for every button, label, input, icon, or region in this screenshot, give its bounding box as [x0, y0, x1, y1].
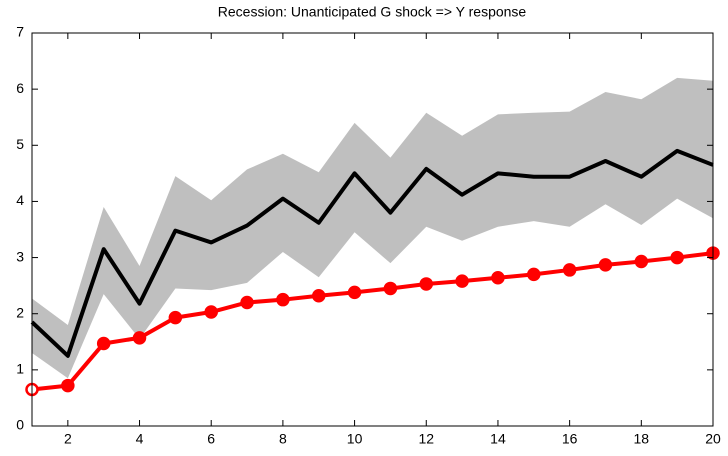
marker [491, 271, 505, 285]
marker [311, 288, 326, 303]
x-tick-label: 14 [490, 431, 506, 447]
y-tick-label: 4 [16, 192, 24, 208]
marker [132, 331, 147, 345]
marker [240, 295, 254, 310]
x-tick-label: 8 [279, 431, 287, 447]
marker [168, 310, 183, 325]
line [30, 148, 714, 358]
y-tick-label: 2 [16, 304, 24, 320]
y-tick-label: 5 [16, 136, 24, 152]
marker [204, 305, 218, 319]
marker [562, 263, 577, 277]
marker [598, 258, 613, 272]
marker [455, 274, 469, 288]
x-tick-label: 12 [418, 431, 434, 447]
y-tick-label: 3 [16, 248, 24, 264]
y-tick-label: 6 [16, 80, 24, 96]
confidence-band [32, 77, 713, 379]
x-tick-label: 20 [705, 431, 721, 447]
x-tick-label: 4 [136, 431, 144, 447]
marker [347, 285, 362, 300]
y-tick-label: 7 [16, 24, 24, 40]
x-tick-label: 18 [634, 431, 650, 447]
chart-title: Recession: Unanticipated G shock => Y re… [218, 4, 527, 20]
marker [670, 250, 684, 265]
x-tick-label: 6 [207, 431, 215, 447]
marker [61, 378, 75, 393]
x-tick-label: 16 [562, 431, 578, 447]
marker [634, 254, 649, 269]
marker [383, 281, 398, 296]
axes-box [31, 32, 714, 427]
y-tick-label: 0 [16, 417, 24, 433]
marker [96, 336, 111, 351]
x-tick-label: 2 [64, 431, 72, 447]
x-tick-label: 10 [347, 431, 363, 447]
marker [276, 292, 290, 307]
y-tick-label: 1 [16, 361, 24, 377]
marker [419, 277, 434, 291]
marker [527, 267, 541, 282]
